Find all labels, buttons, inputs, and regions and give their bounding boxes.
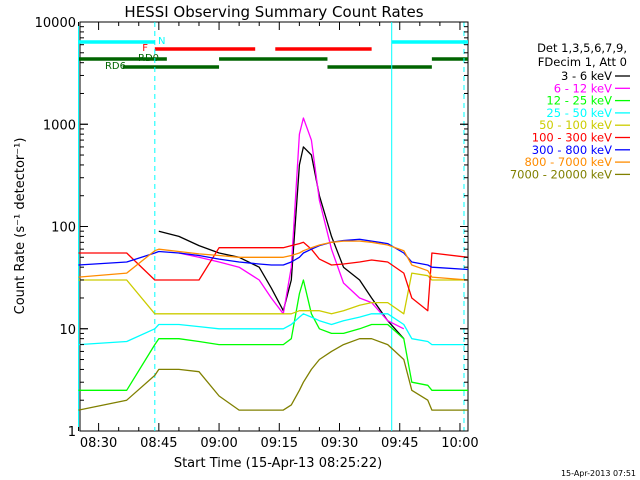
legend-header-line-2: FDecim 1, Att 0 xyxy=(538,55,627,69)
flag-label-rd6: RD6 xyxy=(105,61,126,72)
x-tick-label-2: 09:00 xyxy=(200,436,237,451)
series-line-3 xyxy=(78,313,468,346)
legend-entry-7: 800 - 7000 keV xyxy=(524,155,612,169)
vertical-markers xyxy=(78,22,465,431)
y-axis: 1 10 100 1000 10000 xyxy=(35,16,468,440)
legend-entry-2: 12 - 25 keV xyxy=(546,94,612,108)
x-tick-label-6: 10:00 xyxy=(441,436,478,451)
series-line-4 xyxy=(78,272,468,315)
series-line-5 xyxy=(78,241,469,312)
y-tick-label-4: 10000 xyxy=(35,16,76,31)
y-axis-label: Count Rate (s⁻¹ detector⁻¹) xyxy=(13,138,28,315)
flag-label-rd0: RD0 xyxy=(138,53,159,64)
flag-label-n: N xyxy=(158,36,165,47)
legend-entry-5: 100 - 300 keV xyxy=(532,131,612,145)
flag-label-f: F xyxy=(142,43,148,54)
x-tick-label-0: 08:30 xyxy=(80,436,117,451)
series-line-0 xyxy=(158,146,405,340)
x-tick-label-3: 09:15 xyxy=(261,436,298,451)
y-tick-label-0: 1 xyxy=(68,425,76,440)
y-tick-label-3: 1000 xyxy=(43,118,76,133)
x-axis-label: Start Time (15-Apr-13 08:25:22) xyxy=(174,456,382,471)
series-line-7 xyxy=(78,240,469,281)
legend-entry-8: 7000 - 20000 keV xyxy=(510,167,612,181)
x-axis: 08:30 08:45 09:00 09:15 09:30 09:45 10:00 xyxy=(78,22,479,451)
series-lines xyxy=(78,117,469,411)
legend-header-line-1: Det 1,3,5,6,7,9, xyxy=(537,41,627,55)
x-tick-label-1: 08:45 xyxy=(140,436,177,451)
series-line-1 xyxy=(178,117,405,330)
y-tick-label-1: 10 xyxy=(59,323,76,338)
legend-entry-6: 300 - 800 keV xyxy=(532,143,612,157)
series-line-8 xyxy=(78,338,468,411)
series-line-2 xyxy=(78,279,468,391)
series-line-6 xyxy=(78,238,469,271)
legend-entry-0: 3 - 6 keV xyxy=(561,69,612,83)
x-tick-label-5: 09:45 xyxy=(381,436,418,451)
legend-entry-1: 6 - 12 keV xyxy=(554,81,612,95)
legend-entry-4: 50 - 100 keV xyxy=(539,118,612,132)
y-tick-label-2: 100 xyxy=(51,221,76,236)
footer-timestamp: 15-Apr-2013 07:51 xyxy=(561,469,636,478)
legend: Det 1,3,5,6,7,9, FDecim 1, Att 0 3 - 6 k… xyxy=(510,41,630,181)
chart-title: HESSI Observing Summary Count Rates xyxy=(124,3,423,21)
legend-entry-3: 25 - 50 keV xyxy=(546,106,612,120)
x-tick-label-4: 09:30 xyxy=(321,436,358,451)
